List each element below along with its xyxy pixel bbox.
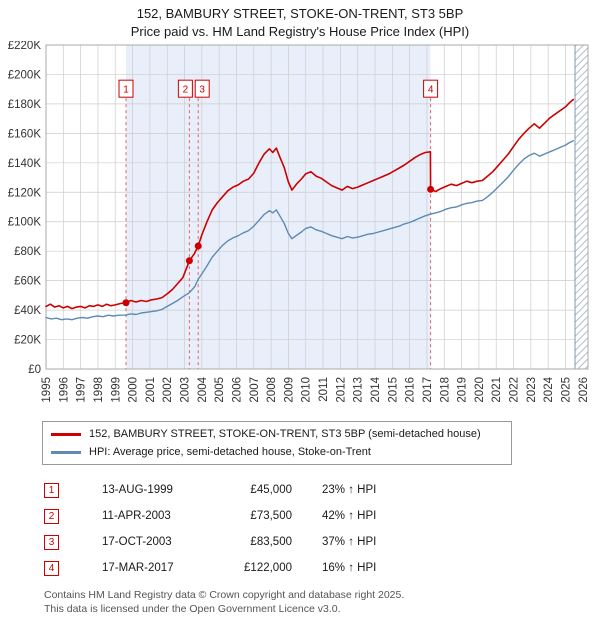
svg-text:2019: 2019 — [457, 377, 469, 403]
svg-text:£140K: £140K — [8, 158, 42, 170]
svg-text:2009: 2009 — [283, 377, 295, 403]
price-chart: 1 2 3 4 £0 £20K £40K £60K £80K £100K £120K £140K £16… — [8, 41, 590, 403]
svg-text:2001: 2001 — [145, 377, 157, 403]
svg-text:2007: 2007 — [249, 377, 261, 403]
page-title: 152, BAMBURY STREET, STOKE-ON-TRENT, ST3… — [136, 6, 464, 21]
svg-text:1995: 1995 — [41, 377, 53, 403]
svg-text:2021: 2021 — [491, 377, 503, 403]
transaction-date: 17-OCT-2003 — [102, 536, 172, 549]
svg-text:2008: 2008 — [266, 377, 278, 403]
svg-text:£0: £0 — [28, 364, 41, 376]
transaction-hpi-delta: 42% ↑ HPI — [322, 510, 377, 523]
svg-text:£60K: £60K — [14, 276, 41, 288]
hpi-line-swatch — [51, 450, 81, 454]
svg-text:2011: 2011 — [318, 377, 330, 402]
svg-text:2020: 2020 — [474, 377, 486, 403]
svg-text:£160K: £160K — [8, 128, 42, 140]
transaction-row: 4 17-MAR-2017 £122,000 16% ↑ HPI — [44, 555, 600, 581]
svg-text:2000: 2000 — [128, 377, 140, 403]
chart-header: 152, BAMBURY STREET, STOKE-ON-TRENT, ST3… — [0, 0, 600, 40]
svg-text:2024: 2024 — [543, 377, 555, 403]
transaction-hpi-delta: 16% ↑ HPI — [322, 562, 377, 575]
svg-text:2018: 2018 — [439, 377, 451, 403]
svg-text:2012: 2012 — [335, 377, 347, 403]
svg-text:1997: 1997 — [76, 377, 88, 403]
svg-text:2006: 2006 — [231, 377, 243, 403]
svg-text:£40K: £40K — [14, 305, 41, 317]
svg-text:£180K: £180K — [8, 99, 42, 111]
svg-text:£200K: £200K — [8, 70, 42, 82]
svg-text:£20K: £20K — [14, 335, 41, 347]
transaction-date: 11-APR-2003 — [102, 510, 171, 523]
svg-text:1996: 1996 — [58, 377, 70, 403]
svg-text:2002: 2002 — [162, 377, 174, 403]
transaction-price: £83,500 — [250, 536, 292, 549]
transaction-date: 17-MAR-2017 — [102, 562, 174, 575]
footer-licence-line: This data is licensed under the Open Gov… — [44, 602, 341, 615]
svg-text:2003: 2003 — [180, 377, 192, 403]
svg-text:2016: 2016 — [405, 377, 417, 403]
legend-item-label: 152, BAMBURY STREET, STOKE-ON-TRENT, ST3… — [89, 428, 481, 441]
legend-item-label: HPI: Average price, semi-detached house,… — [89, 446, 371, 459]
transaction-hpi-delta: 23% ↑ HPI — [322, 484, 377, 497]
svg-text:£80K: £80K — [14, 246, 41, 258]
svg-text:£100K: £100K — [8, 217, 42, 229]
svg-text:2010: 2010 — [301, 377, 313, 403]
transaction-row: 1 13-AUG-1999 £45,000 23% ↑ HPI — [44, 477, 600, 503]
legend-item-price-paid: 152, BAMBURY STREET, STOKE-ON-TRENT, ST3… — [51, 427, 503, 441]
page-subtitle: Price paid vs. HM Land Registry's House … — [130, 23, 470, 39]
transaction-row: 3 17-OCT-2003 £83,500 37% ↑ HPI — [44, 529, 600, 555]
svg-text:2017: 2017 — [422, 377, 434, 403]
transaction-price: £73,500 — [250, 510, 292, 523]
svg-text:2015: 2015 — [387, 377, 399, 403]
svg-text:3: 3 — [199, 85, 205, 96]
svg-text:1998: 1998 — [93, 377, 105, 403]
transaction-date: 13-AUG-1999 — [102, 484, 173, 497]
svg-text:2004: 2004 — [197, 377, 209, 403]
svg-text:£220K: £220K — [8, 41, 42, 52]
transaction-price: £122,000 — [244, 562, 292, 575]
svg-text:2025: 2025 — [560, 377, 572, 403]
transaction-hpi-delta: 37% ↑ HPI — [322, 536, 377, 549]
transaction-price: £45,000 — [250, 484, 292, 497]
legend-box: 152, BAMBURY STREET, STOKE-ON-TRENT, ST3… — [42, 421, 512, 466]
price-line-swatch — [51, 432, 81, 436]
transaction-row: 2 11-APR-2003 £73,500 42% ↑ HPI — [44, 503, 600, 529]
svg-text:2014: 2014 — [370, 377, 382, 403]
transaction-number-badge: 1 — [44, 482, 59, 498]
svg-text:2013: 2013 — [353, 377, 365, 403]
svg-text:2005: 2005 — [214, 377, 226, 403]
svg-text:4: 4 — [428, 85, 434, 96]
transactions-table: 1 13-AUG-1999 £45,000 23% ↑ HPI 2 11-APR… — [44, 477, 600, 581]
svg-text:2022: 2022 — [509, 377, 521, 403]
svg-text:2: 2 — [183, 85, 189, 96]
svg-text:1: 1 — [123, 85, 129, 96]
transaction-number-badge: 4 — [44, 560, 59, 576]
svg-text:2023: 2023 — [526, 377, 538, 403]
footer-copyright-line: Contains HM Land Registry data © Crown c… — [44, 589, 405, 602]
transaction-number-badge: 2 — [44, 508, 59, 524]
transaction-number-badge: 3 — [44, 534, 59, 550]
license-footer: Contains HM Land Registry data © Crown c… — [44, 589, 600, 616]
legend-item-hpi: HPI: Average price, semi-detached house,… — [51, 445, 503, 459]
svg-text:£120K: £120K — [8, 187, 42, 199]
svg-text:1999: 1999 — [110, 377, 122, 403]
chart-area: 1 2 3 4 £0 £20K £40K £60K £80K £100K £120K £140K £16… — [0, 41, 600, 413]
svg-text:2026: 2026 — [578, 377, 590, 403]
